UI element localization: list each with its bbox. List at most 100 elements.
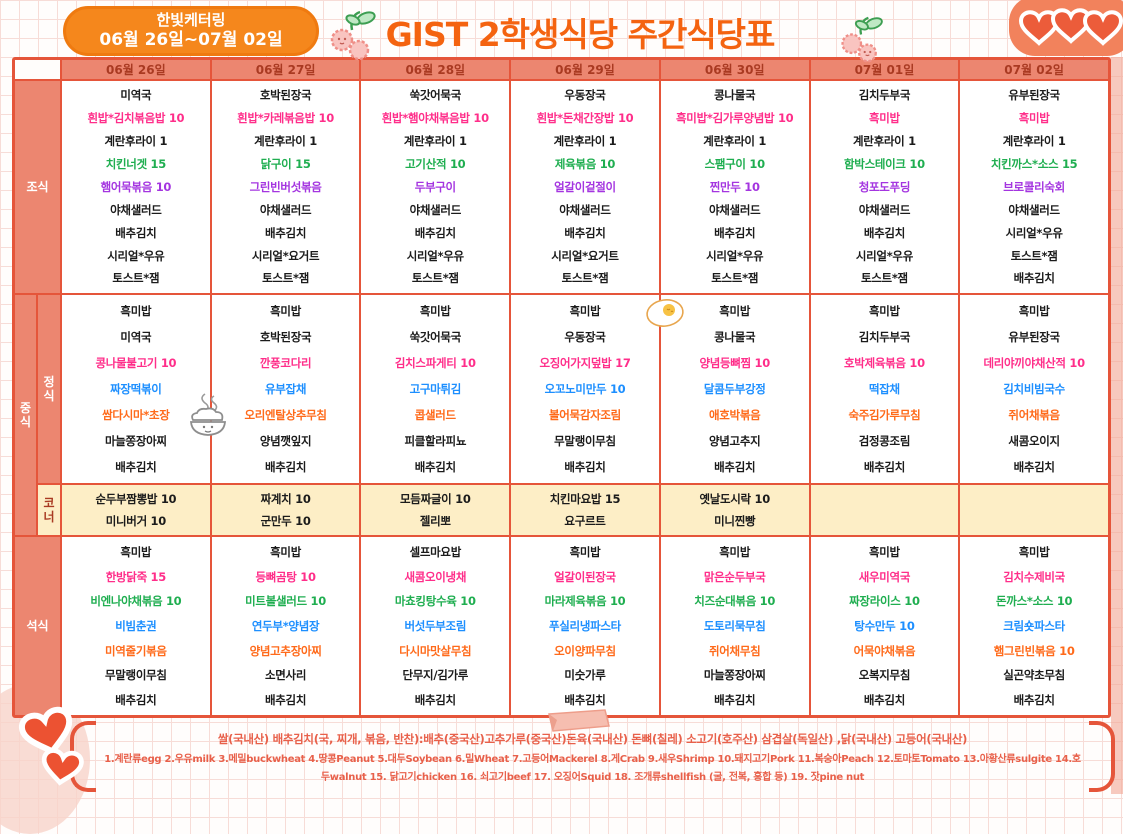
menu-item: 검정콩조림 [858,434,911,448]
menu-item: 함박스테이크 10 [844,157,925,172]
menu-item: 얼갈이된장국 [554,569,616,584]
menu-item: 김치두부국 [858,330,911,344]
menu-item: 탕수만두 10 [854,618,915,633]
menu-item: 짜장떡볶이 [110,382,162,396]
corner-menu-cell: 치킨마요밥 15 요구르트 [511,485,659,535]
menu-item: 흰밥*김치볶음밥 10 [87,111,185,126]
menu-item: 비빔춘권 [115,618,157,633]
menu-item: 푸실리냉파스타 [549,618,621,633]
menu-item: 등뼈곰탕 10 [255,569,316,584]
menu-item: 치즈순대볶음 10 [694,594,776,609]
menu-item: 콥샐러드 [414,408,456,422]
menu-item: 흑미밥 [419,304,451,318]
menu-item: 데리야끼야채산적 10 [983,356,1085,370]
menu-item: 깐풍코다리 [259,356,312,370]
menu-item: 우동장국 [564,330,606,344]
menu-item: 계란후라이 1 [553,134,617,149]
menu-item: 쥐어채볶음 [1008,408,1060,422]
menu-item: 야채샐러드 [259,202,312,217]
menu-item: 양념고추장아찌 [249,643,322,658]
breakfast-menu-cell: 유부된장국 흑미밥 계란후라이 1 치킨까스*소스 15 브로콜리숙회 야채샐러드 시리얼*… [960,81,1108,293]
menu-item: 마늘쫑장아찌 [105,434,167,448]
menu-item: 새콤오이냉채 [404,569,467,584]
corner-menu-cell: 옛날도시락 10 미니찐빵 [660,485,809,535]
menu-item: 흑미밥 [869,111,900,126]
menu-item: 두부구이 [414,179,456,194]
menu-item: 흑미밥*김가루양념밥 10 [676,111,794,126]
corner-menu-cell: 순두부짬뽕밥 10 미니버거 10 [62,485,210,535]
menu-item: 마라제육볶음 10 [544,594,626,609]
menu-item: 햄그린빈볶음 10 [993,643,1075,658]
ribbon-icon [548,709,610,732]
column-header-day: 07월 01일 [810,60,959,79]
menu-item: 계란후라이 1 [254,134,317,149]
dinner-menu-cell: 흑미밥 얼갈이된장국 마라제육볶음 10 푸실리냉파스타 오이양파무침 미숫가루 배추김치 [511,537,659,715]
menu-item: 유부된장국 [1008,88,1060,103]
hearts-icon [1009,0,1123,56]
menu-item: 고구마튀김 [409,382,462,396]
menu-item: 흑미밥 [869,304,900,318]
menu-item: 콩나물국 [714,330,756,344]
menu-item: 순두부짬뽕밥 10 [95,492,177,506]
corner-menu-cell [960,485,1108,535]
menu-item: 배추김치 [863,225,905,240]
menu-item: 마쵸킹탕수육 10 [394,594,476,609]
allergen-note-2: 두walnut 15. 닭고기chicken 16. 쇠고기beef 17. 오… [320,771,865,783]
dinner-menu-cell: 흑미밥 등뼈곰탕 10 미트볼샐러드 10 연두부*양념장 양념고추장아찌 소면사리 배추김… [211,537,360,715]
menu-item: 흑미밥 [569,545,601,560]
menu-item: 흑미밥 [270,304,301,318]
menu-item: 맑은순두부국 [703,569,766,584]
menu-item: 소면사리 [265,668,307,683]
lunch-menu-cell: 흑미밥 호박된장국 깐풍코다리 유부잡채 오리엔탈상추무침 양념깻잎지 배추김치 [211,295,360,483]
menu-item: 김치수제비국 [1003,569,1065,584]
breakfast-menu-cell: 쑥갓어묵국 흰밥*햄야채볶음밥 10 계란후라이 1 고기산적 10 두부구이 야채샐러드… [361,81,510,293]
menu-item: 치킨까스*소스 15 [990,157,1078,172]
menu-item: 야채샐러드 [709,202,761,217]
breakfast-menu-cell: 김치두부국 흑미밥 계란후라이 1 함박스테이크 10 청포도푸딩 야채샐러드 배추김치 시리… [810,81,959,293]
menu-item: 토스트*잼 [262,271,309,286]
menu-item: 계란후라이 1 [403,134,467,149]
menu-item: 배추김치 [414,460,456,474]
caterer-badge: 한빛케터링 06월 26일~07월 02일 [63,6,319,56]
menu-item: 무말랭이무침 [105,668,167,683]
lunch-menu-cell: 흑미밥 김치두부국 호박제육볶음 10 떡잡채 숙주김가루무침 검정콩조림 배추김치 [810,295,959,483]
menu-item: 흑미밥 [120,545,152,560]
menu-item: 군만두 10 [260,514,311,528]
menu-item: 배추김치 [714,460,756,474]
menu-item: 피클할라피뇨 [404,434,467,448]
menu-item: 양념등뼈찜 10 [699,356,770,370]
footer-notes: 쌀(국내산) 배추김치(국, 찌개, 볶음, 반찬):배추(중국산)고추가루(중… [70,721,1115,792]
dinner-menu-cell: 흑미밥 새우미역국 짜장라이스 10 탕수만두 10 어묵야채볶음 오복지무침 배추김치 [810,537,959,715]
menu-item: 돈까스*소스 10 [996,594,1073,609]
fried-egg-icon [646,299,684,327]
menu-item: 흰밥*햄야채볶음밥 10 [381,111,489,126]
menu-item: 배추김치 [115,692,157,707]
page-edge-decor [1111,57,1123,794]
menu-item: 시리얼*우유 [406,248,464,263]
menu-item: 계란후라이 1 [1002,134,1066,149]
menu-item: 쑥갓어묵국 [409,330,462,344]
column-header-day: 06월 28일 [361,60,510,79]
menu-item: 배추김치 [564,225,606,240]
menu-item: 토스트*잼 [561,271,609,286]
cherry-icon [330,10,376,61]
menu-item: 흑미밥 [1018,304,1050,318]
menu-item: 다시마맛살무침 [399,643,472,658]
cherry-icon [841,16,883,63]
menu-item: 흑미밥 [569,304,601,318]
menu-item: 고기산적 10 [405,157,466,172]
menu-item: 짜장라이스 10 [849,594,920,609]
menu-item: 흑미밥 [1018,111,1050,126]
menu-item: 한방닭죽 15 [105,569,167,584]
menu-item: 미트볼샐러드 10 [245,594,326,609]
menu-item: 토스트*잼 [861,271,908,286]
row-label-dinner: 석식 [15,537,60,715]
menu-item: 배추김치 [115,225,157,240]
dinner-menu-cell: 셀프마요밥 새콤오이냉채 마쵸킹탕수육 10 버섯두부조림 다시마맛살무침 단무지/김가루… [361,537,510,715]
menu-item: 얼갈이겉절이 [554,179,616,194]
origin-note: 쌀(국내산) 배추김치(국, 찌개, 볶음, 반찬):배추(중국산)고추가루(중… [217,731,968,746]
menu-item: 배추김치 [265,460,307,474]
menu-item: 닭구이 15 [260,157,311,172]
hearts-icon [18,706,84,786]
lunch-menu-cell: 흑미밥 쑥갓어묵국 김치스파게티 10 고구마튀김 콥샐러드 피클할라피뇨 배추김치 [361,295,510,483]
